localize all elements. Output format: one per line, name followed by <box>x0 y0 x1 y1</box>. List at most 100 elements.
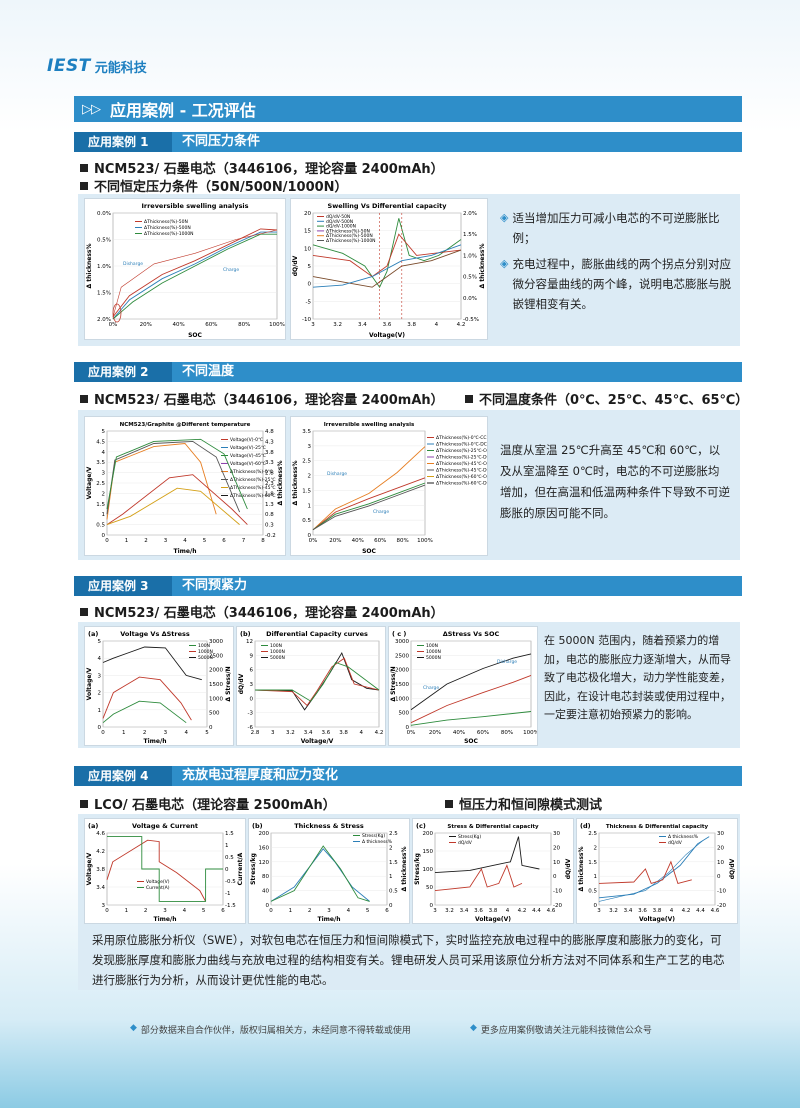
series-line <box>312 233 462 278</box>
case4-label: 应用案例 4 <box>74 766 172 786</box>
legend-label: Voltage(V)-60℃ <box>230 461 266 467</box>
x-tick-label: 5 <box>366 908 370 914</box>
x-axis-label: Time/h <box>318 916 341 923</box>
x-tick-label: 20% <box>329 538 341 544</box>
legend-label: ΔThickness(%)-1000N <box>326 238 376 244</box>
y-tick-label: 3 <box>102 903 106 909</box>
chart-title: Thickness & Stress <box>294 822 364 830</box>
y-tick-label: 1.5 <box>588 860 597 866</box>
series-line <box>102 700 187 724</box>
legend-label: ΔThickness(%)-45℃ <box>230 485 276 491</box>
y-tick-label: 4.6 <box>96 831 105 837</box>
legend-label: Voltage(V) <box>146 879 170 885</box>
legend-label: ΔThickness(%)-25℃ <box>230 477 276 483</box>
series-line <box>410 674 532 724</box>
series-line <box>254 651 380 711</box>
y-tick-label: 2.0% <box>97 317 111 323</box>
y2-tick-label: -20 <box>717 903 726 909</box>
x-axis-label: Time/h <box>144 738 167 745</box>
y2-tick-label: 0 <box>209 725 213 731</box>
x-tick-label: 3.4 <box>358 322 367 328</box>
y-tick-label: 3.5 <box>96 460 105 466</box>
x-tick-label: 8 <box>261 538 265 544</box>
case3-chart-b: (b) Differential Capacity curves 2.8 3 3.2 3.… <box>236 626 386 746</box>
x-tick-label: 1 <box>289 908 293 914</box>
series-line <box>112 229 278 317</box>
chart-tag: (d) <box>580 822 591 830</box>
series-line <box>107 836 223 902</box>
legend-label: dQ/dV <box>458 840 473 846</box>
case4-line1b-text: 恒压力和恒间隙模式测试 <box>459 798 603 813</box>
y-tick-label: 10 <box>304 246 311 252</box>
legend-label: dQ/dV-1000N <box>326 224 356 230</box>
x-tick-label: 3.2 <box>333 322 342 328</box>
x-tick-label: 3 <box>597 908 601 914</box>
case1-line2: 不同恒定压力条件（50N/500N/1000N） <box>80 176 348 195</box>
y2-axis-label: Δ thickness% <box>479 244 486 289</box>
y2-tick-label: 3.3 <box>265 460 274 466</box>
y-tick-label: 1 <box>102 512 106 518</box>
y-tick-label: 3.5 <box>302 429 311 435</box>
x-tick-label: 4 <box>347 908 351 914</box>
y-tick-label: 1500 <box>395 682 409 688</box>
x-tick-label: 60% <box>477 730 489 736</box>
x-tick-label: 4.2 <box>457 322 466 328</box>
case4-chart-d: (d) Thickness & Differential capacity 3 3.2… <box>576 818 738 924</box>
chart-tag: (a) <box>88 822 98 830</box>
y2-tick-label: 0.0% <box>463 296 477 302</box>
y-axis-label: Δ thickness% <box>292 461 299 506</box>
y-axis-label: Voltage/V <box>86 852 93 885</box>
chart-title: NCM523/Graphite @Different temperature <box>120 422 251 428</box>
case2-line1b: 不同温度条件（0℃、25℃、45℃、65℃） <box>465 389 748 408</box>
x-tick-label: 4.4 <box>696 908 705 914</box>
legend-label: 5000N <box>270 655 285 661</box>
y2-tick-label: 10 <box>553 860 560 866</box>
y-tick-label: 2.5 <box>96 481 105 487</box>
case3-label: 应用案例 3 <box>74 576 172 596</box>
x-tick-label: 2 <box>144 538 148 544</box>
y-tick-label: 1 <box>98 708 102 714</box>
y-tick-label: 5 <box>102 429 106 435</box>
series-line <box>270 845 370 902</box>
brand-name: 元能科技 <box>94 60 147 76</box>
legend-label: ΔThickness(%)-0℃-CC <box>436 435 487 441</box>
diamond-icon: ◈ <box>500 211 509 224</box>
y2-tick-label: 30 <box>717 831 724 837</box>
chart-title: Stress & Differential capacity <box>447 824 539 830</box>
y2-axis-label: Δ thickness% <box>401 847 408 892</box>
y2-tick-label: 1.0% <box>463 253 477 259</box>
legend-label: 5000N <box>426 655 441 661</box>
case3-header: 应用案例 3 不同预紧力 <box>74 576 742 596</box>
y-tick-label: 0.0% <box>97 211 111 217</box>
x-tick-label: 0% <box>109 322 118 328</box>
case3-chart-c: ( c ) ΔStress Vs SOC 0% 20% 40% 60% 80% 100% 300… <box>388 626 538 746</box>
y-tick-label: 3000 <box>395 639 409 645</box>
x-tick-label: 0% <box>309 538 318 544</box>
case1-line1-text: NCM523/ 石墨电芯（3446106，理论容量 2400mAh） <box>94 162 444 177</box>
x-tick-label: 3.6 <box>638 908 647 914</box>
y2-tick-label: 1.5% <box>463 232 477 238</box>
x-tick-label: 2 <box>308 908 312 914</box>
y2-tick-label: 1.5 <box>389 860 398 866</box>
y2-tick-label: 3.8 <box>265 450 274 456</box>
y-tick-label: 0 <box>430 903 434 909</box>
legend-label: Current(A) <box>146 885 170 891</box>
series-line <box>434 836 540 874</box>
case4-name: 充放电过程厚度和应力变化 <box>182 768 339 783</box>
series-line <box>102 646 202 681</box>
y-tick-label: 80 <box>262 874 269 880</box>
series-line <box>312 446 426 531</box>
y2-tick-label: 30 <box>553 831 560 837</box>
legend-label: Stress(Kg) <box>458 834 481 840</box>
y2-axis-label: Current/A <box>237 852 244 885</box>
case2-chart-b: Irreversible swelling analysis 0% 20% 40% 60… <box>290 416 488 556</box>
case1-bullet-1: ◈ 适当增加压力可减小电芯的不可逆膨胀比例； <box>500 208 732 248</box>
x-tick-label: 4 <box>435 322 439 328</box>
y-tick-label: 2 <box>308 474 312 480</box>
y-tick-label: 1.0% <box>97 264 111 270</box>
y-tick-label: 0.5 <box>588 889 597 895</box>
y-tick-label: 2.5 <box>588 831 597 837</box>
y2-axis-label: dQ/dV <box>565 858 572 879</box>
x-tick-label: 60% <box>205 322 217 328</box>
y2-tick-label: 2.3 <box>265 481 274 487</box>
